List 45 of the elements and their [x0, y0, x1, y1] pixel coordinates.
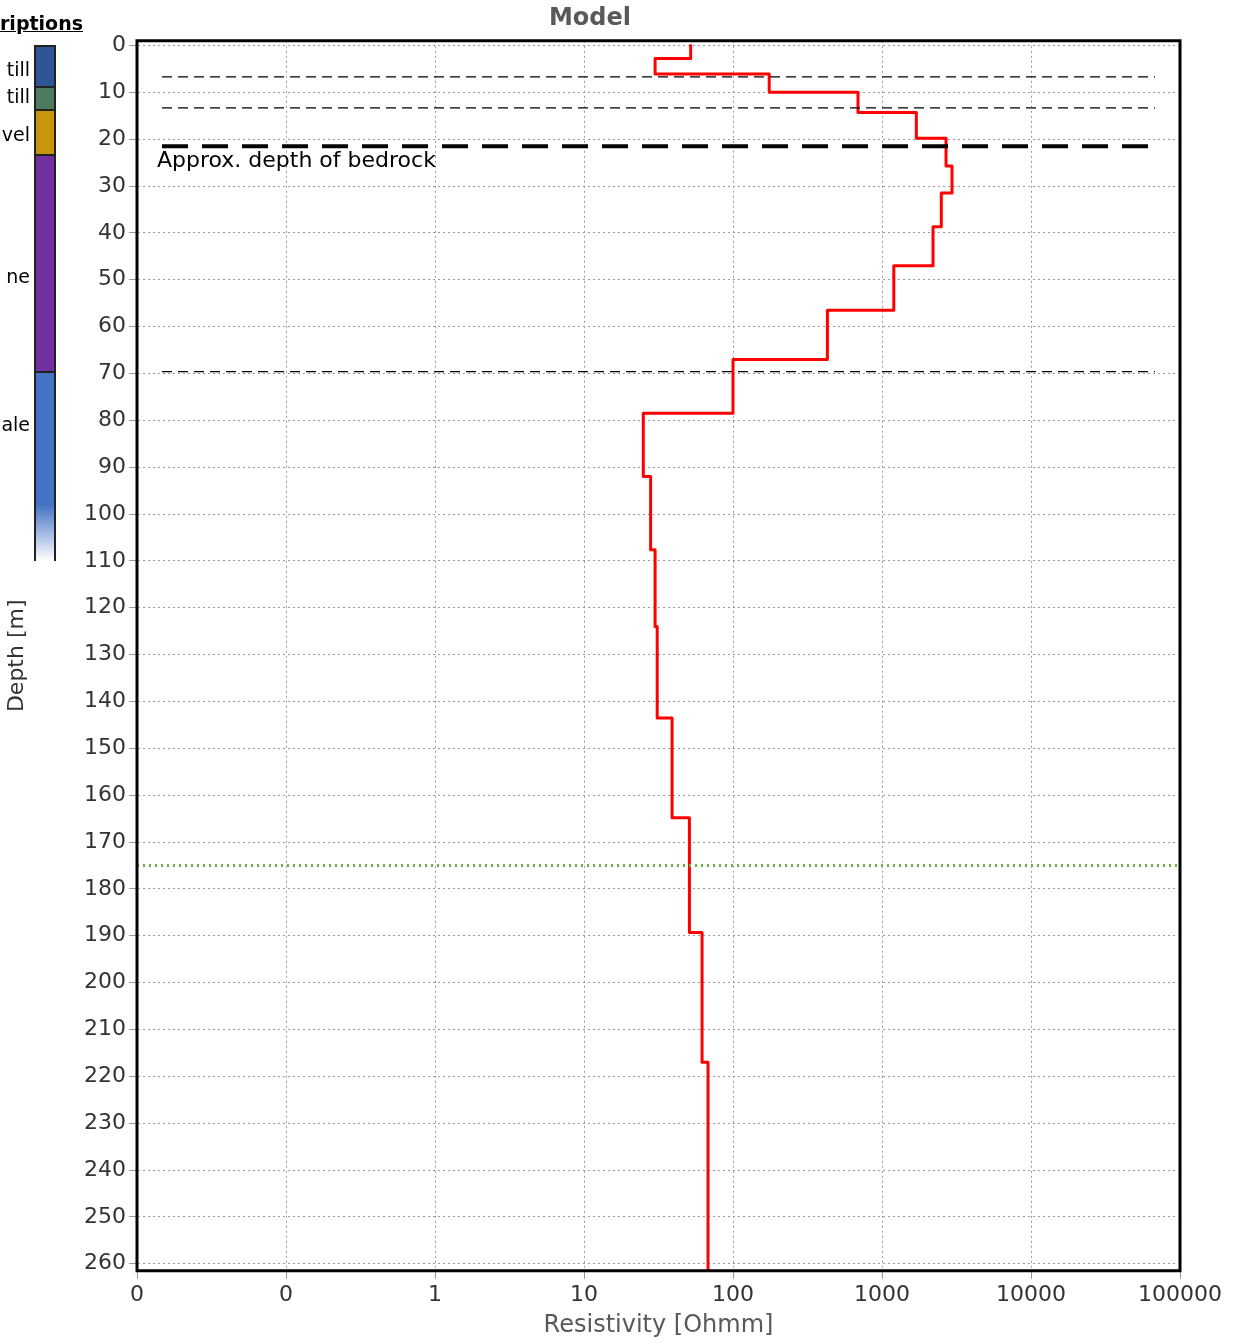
- y-axis-title: Depth [m]: [2, 599, 28, 713]
- text: ale: [1, 413, 30, 435]
- x-tick-label: 0: [279, 1280, 293, 1306]
- y-tick-label: 130: [84, 640, 126, 666]
- y-tick-label: 0: [112, 31, 126, 57]
- x-tick-label: 100000: [1138, 1280, 1222, 1306]
- y-tick-label: 220: [84, 1062, 126, 1088]
- y-tick-label: 170: [84, 827, 126, 853]
- y-tick-label: 200: [84, 968, 126, 994]
- y-tick-label: 10: [98, 78, 126, 104]
- y-tick-label: 190: [84, 921, 126, 947]
- y-tick-label: 230: [84, 1108, 126, 1134]
- y-tick-label: 110: [84, 546, 126, 572]
- y-tick-label: 100: [84, 499, 126, 525]
- x-tick-label: 1: [428, 1280, 442, 1306]
- x-tick-label: 10: [570, 1280, 598, 1306]
- text: till: [6, 85, 30, 107]
- y-tick-label: 70: [98, 359, 126, 385]
- y-tick-label: 210: [84, 1015, 126, 1041]
- y-tick-label: 50: [98, 265, 126, 291]
- y-tick-label: 20: [98, 124, 126, 150]
- text: riptions: [0, 12, 83, 34]
- ref-line-label: Approx. depth of bedrock: [157, 146, 437, 172]
- y-tick-label: 240: [84, 1155, 126, 1181]
- y-tick-label: 150: [84, 734, 126, 760]
- y-tick-label: 260: [84, 1249, 126, 1275]
- text: vel: [1, 123, 30, 145]
- x-tick-label: 10000: [996, 1280, 1066, 1306]
- y-tick-label: 40: [98, 218, 126, 244]
- y-tick-label: 140: [84, 687, 126, 713]
- y-tick-label: 60: [98, 312, 126, 338]
- y-tick-label: 30: [98, 171, 126, 197]
- x-tick-label: 0: [130, 1280, 144, 1306]
- text: till: [6, 58, 30, 80]
- y-tick-label: 160: [84, 780, 126, 806]
- y-tick-label: 180: [84, 874, 126, 900]
- y-tick-label: 90: [98, 452, 126, 478]
- y-tick-label: 250: [84, 1202, 126, 1228]
- y-tick-label: 80: [98, 406, 126, 432]
- x-tick-label: 100: [712, 1280, 754, 1306]
- x-axis-title: Resistivity [Ohmm]: [543, 1309, 774, 1338]
- y-tick-label: 120: [84, 593, 126, 619]
- text: ne: [6, 265, 30, 287]
- chart-title: Model: [548, 2, 632, 31]
- x-tick-label: 1000: [854, 1280, 910, 1306]
